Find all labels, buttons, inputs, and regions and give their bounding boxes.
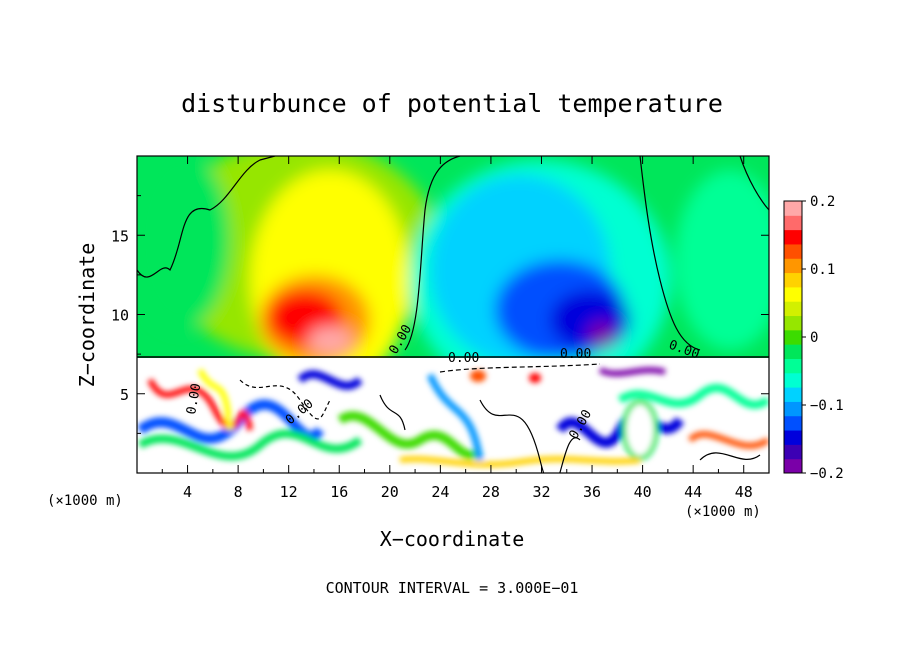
chart-title: disturbunce of potential temperature [181,89,723,118]
colorbar-swatch [784,272,802,288]
y-axis-label: Z−coordinate [75,243,99,388]
contour-low-5 [379,394,406,431]
lower-band-4 [197,368,233,431]
lower-blob-1 [621,399,659,461]
colorbar-swatch [784,458,802,474]
lower-band-5 [297,370,363,390]
lower-band-8 [555,410,685,448]
colorbar-swatch [784,329,802,345]
x-tick-label: 20 [381,483,399,501]
lower-band-2 [137,429,363,461]
contour-low-1 [239,379,331,420]
contour-interval-note: CONTOUR INTERVAL = 3.000E−01 [326,579,579,597]
x-tick-label: 32 [532,483,550,501]
lower-band-6 [337,411,484,460]
x-tick-label: 4 [183,483,192,501]
lower-band-3 [147,378,253,431]
colorbar-tick-label: −0.1 [810,398,844,414]
upper-field [137,156,769,400]
colorbar-swatch [784,301,802,317]
x-tick-label: 28 [482,483,500,501]
colorbar-swatch [784,430,802,445]
contour-low-4 [699,452,761,461]
x-tick-label: 24 [431,483,449,501]
x-tick-label: 16 [330,483,348,501]
warm-pink [308,326,352,354]
cool-purple [588,321,616,349]
x-tick-label: 44 [684,483,702,501]
x-unit-left: (×1000 m) [47,493,123,509]
lower-band-11 [598,367,666,377]
colorbar-swatch [784,315,802,331]
contour-label: 0.00 [184,382,204,415]
x-axis-label: X−coordinate [380,527,525,551]
contour-right-edge [739,156,769,211]
contours [137,156,769,473]
contour-right-zero [639,156,701,351]
colorbar-swatch [784,229,802,245]
contour-cool-zero [404,156,461,351]
colorbar-tick-label: −0.2 [810,466,844,482]
lower-field [137,367,769,468]
colorbar-swatch [784,401,802,417]
x-tick-label: 40 [634,483,652,501]
lower-band-9 [617,384,769,409]
contour-left-zero [137,156,276,278]
lower-band-10 [687,431,769,449]
colorbar-swatch [784,372,802,388]
colorbar-swatch [784,258,802,274]
colorbar-swatch [784,286,802,302]
left-green [137,156,230,330]
right-green [675,170,769,350]
x-tick-label: 48 [735,483,753,501]
colorbar-swatch [784,415,802,431]
contour-label: 0.00 [448,351,479,366]
y-tick-label: 10 [111,307,129,325]
x-tick-label: 36 [583,483,601,501]
colorbar-swatch [784,243,802,259]
contour-label: 0.00 [560,347,591,362]
colorbar-tick-label: 0.1 [810,262,835,278]
x-tick-label: 8 [234,483,243,501]
plot-area: 0.00 0.00 0.00 0.00 0.00 0.00 0.00 [137,156,769,473]
lower-blob-3 [470,370,486,382]
contour-low-3 [439,363,601,373]
colorbar-tick-label: 0.2 [810,194,835,210]
x-tick-label: 12 [280,483,298,501]
colorbar-swatch [784,444,802,460]
colorbar-swatch [784,201,802,216]
colorbar-swatch [784,215,802,231]
lower-blob-2 [529,373,541,383]
contour-low-2 [479,399,581,473]
colorbar-swatch [784,358,802,374]
colorbar-tick-label: 0 [810,330,818,346]
colorbar-swatch [784,387,802,402]
colorbar: 0.2 0.1 0 −0.1 −0.2 [783,194,844,482]
lower-band-12 [399,455,641,468]
colorbar-swatch [784,344,802,359]
lower-band-7 [426,373,484,461]
y-tick-label: 15 [111,227,129,245]
y-tick-label: 5 [120,386,129,404]
x-unit-right: (×1000 m) [685,504,761,520]
